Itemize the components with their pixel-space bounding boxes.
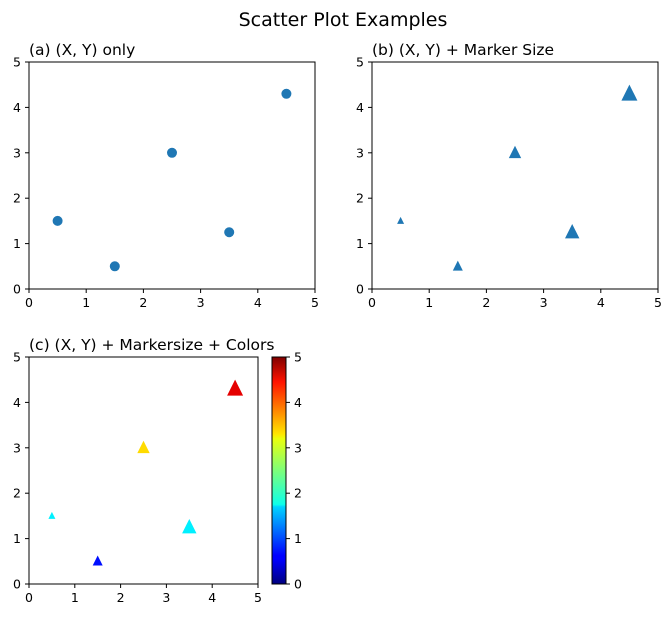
panel-a-point	[224, 227, 235, 238]
panel-c-point	[227, 379, 244, 396]
panel-c-xtick-label: 4	[208, 590, 216, 605]
panel-c-xtick-label: 2	[117, 590, 125, 605]
panel-c-ytick-label: 2	[13, 486, 21, 501]
colorbar-tick-label: 5	[294, 350, 302, 365]
colorbar-tick-label: 2	[294, 486, 302, 501]
panel-a-xtick-label: 1	[82, 295, 90, 310]
panel-b-point	[565, 224, 580, 239]
panel-b-ytick-label: 4	[356, 100, 364, 115]
panel-b-xtick-label: 0	[368, 295, 376, 310]
panel-b-axes-frame	[371, 61, 659, 290]
panel-b-ytick-label: 1	[356, 236, 364, 251]
panel-b-xtick-label: 5	[654, 295, 662, 310]
panel-c-point	[182, 519, 197, 534]
panel-c-xtick-label: 0	[25, 590, 33, 605]
panel-a-point	[52, 215, 63, 226]
panel-c-xtick-label: 3	[162, 590, 170, 605]
panel-b: (b) (X, Y) + Marker Size 0 1 2 3 4 5 0 1 2 3 4 5	[356, 41, 662, 310]
colorbar-tick-label: 0	[294, 577, 302, 592]
panel-c-axes-frame	[28, 356, 259, 585]
panel-c-xtick-label: 5	[254, 590, 262, 605]
colorbar-tick-label: 4	[294, 395, 302, 410]
panel-c-ytick-label: 4	[13, 395, 21, 410]
panel-a: (a) (X, Y) only 0 1 2 3 4 5 0 1 2 3 4 5	[13, 41, 319, 310]
panel-b-ytick-label: 3	[356, 145, 364, 160]
figure-title: Scatter Plot Examples	[239, 9, 448, 31]
panel-c-ytick-label: 0	[13, 577, 21, 592]
panel-a-ytick-label: 4	[13, 100, 21, 115]
panel-a-ytick-label: 1	[13, 236, 21, 251]
panel-a-ytick-label: 5	[13, 55, 21, 70]
panel-a-xtick-label: 3	[197, 295, 205, 310]
panel-b-xtick-label: 2	[482, 295, 490, 310]
panel-a-ytick-label: 2	[13, 191, 21, 206]
panel-c: (c) (X, Y) + Markersize + Colors 0 1 2 3 4 5 0…	[13, 336, 274, 605]
colorbar-frame	[271, 356, 287, 585]
panel-a-xtick-label: 5	[311, 295, 319, 310]
panel-b-xtick-label: 3	[540, 295, 548, 310]
panel-c-ytick-label: 5	[13, 350, 21, 365]
panel-c-ytick-label: 1	[13, 531, 21, 546]
panel-b-point	[621, 84, 638, 101]
panel-b-ytick-label: 0	[356, 282, 364, 297]
panel-a-point	[167, 147, 177, 158]
panel-a-ytick-label: 0	[13, 282, 21, 297]
panel-b-point	[452, 260, 463, 271]
panel-c-point	[137, 440, 150, 454]
panel-c-title: (c) (X, Y) + Markersize + Colors	[29, 336, 274, 354]
panel-c-xtick-label: 1	[71, 590, 79, 605]
panel-b-point	[397, 216, 405, 224]
panel-b-ytick-label: 2	[356, 191, 364, 206]
panel-a-point	[281, 88, 292, 99]
panel-b-title: (b) (X, Y) + Marker Size	[372, 41, 554, 59]
panel-a-xtick-label: 4	[254, 295, 262, 310]
panel-a-axes-frame	[28, 61, 316, 290]
panel-a-xtick-label: 2	[139, 295, 147, 310]
panel-c-ytick-label: 3	[13, 440, 21, 455]
panel-a-title: (a) (X, Y) only	[29, 41, 135, 59]
panel-b-xtick-label: 1	[425, 295, 433, 310]
panel-b-point	[508, 145, 522, 159]
colorbar: 0 1 2 3 4 5	[271, 350, 302, 592]
panel-a-xtick-label: 0	[25, 295, 33, 310]
panel-c-point	[48, 511, 56, 519]
colorbar-tick-label: 1	[294, 531, 302, 546]
panel-b-xtick-label: 4	[597, 295, 605, 310]
panel-b-ytick-label: 5	[356, 55, 364, 70]
panel-c-point	[92, 555, 103, 566]
panel-a-ytick-label: 3	[13, 145, 21, 160]
panel-a-point	[109, 261, 120, 272]
colorbar-gradient	[272, 357, 286, 584]
colorbar-tick-label: 3	[294, 440, 302, 455]
